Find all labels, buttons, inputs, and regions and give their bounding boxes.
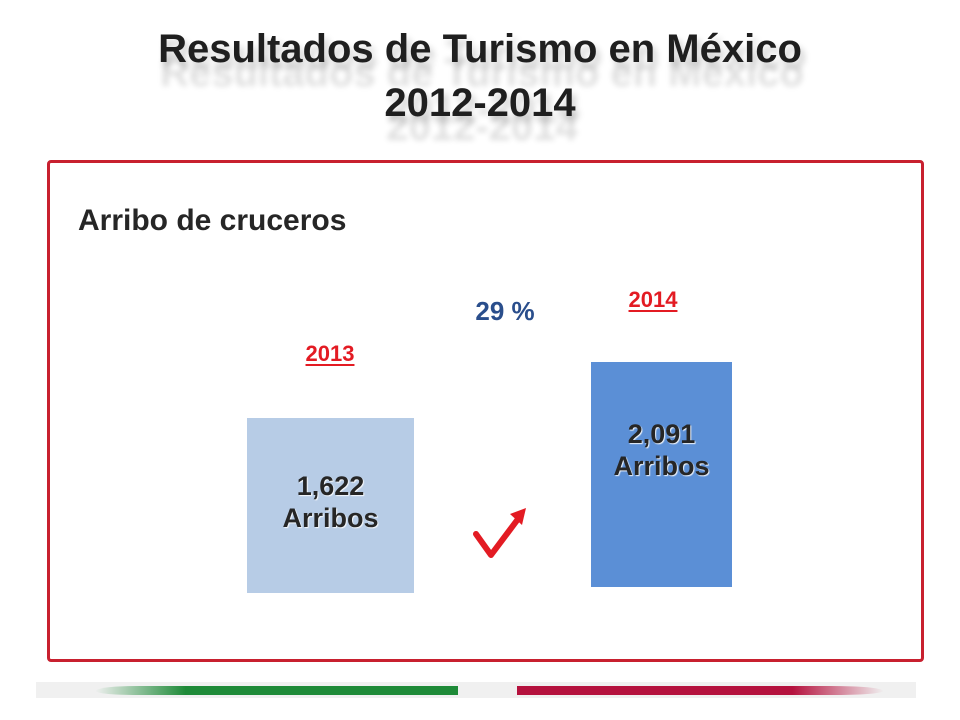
footer-stripes bbox=[36, 682, 916, 698]
change-percent-label: 29 % bbox=[475, 296, 535, 326]
year-label-2013: 2013 bbox=[305, 341, 355, 366]
year-label-2014: 2014 bbox=[628, 287, 678, 312]
content-panel bbox=[47, 160, 924, 662]
bar-2013-unit: Arribos bbox=[282, 503, 379, 533]
bar-2014-unit: Arribos bbox=[613, 451, 710, 481]
section-subtitle: Arribo de cruceros bbox=[78, 204, 347, 237]
stripe-red bbox=[517, 686, 884, 695]
stripe-green bbox=[95, 686, 458, 695]
page-title-line2: 2012-2014 bbox=[384, 81, 576, 125]
bar-2014-value: 2,091 bbox=[627, 419, 696, 449]
page-title-line1: Resultados de Turismo en México bbox=[158, 27, 802, 71]
bar-2014: 2,091 Arribos bbox=[591, 362, 732, 587]
bar-2013: 1,622 Arribos bbox=[247, 418, 414, 593]
bar-2013-value: 1,622 bbox=[296, 471, 365, 501]
page-title: Resultados de Turismo en México 2012-201… bbox=[0, 22, 960, 130]
